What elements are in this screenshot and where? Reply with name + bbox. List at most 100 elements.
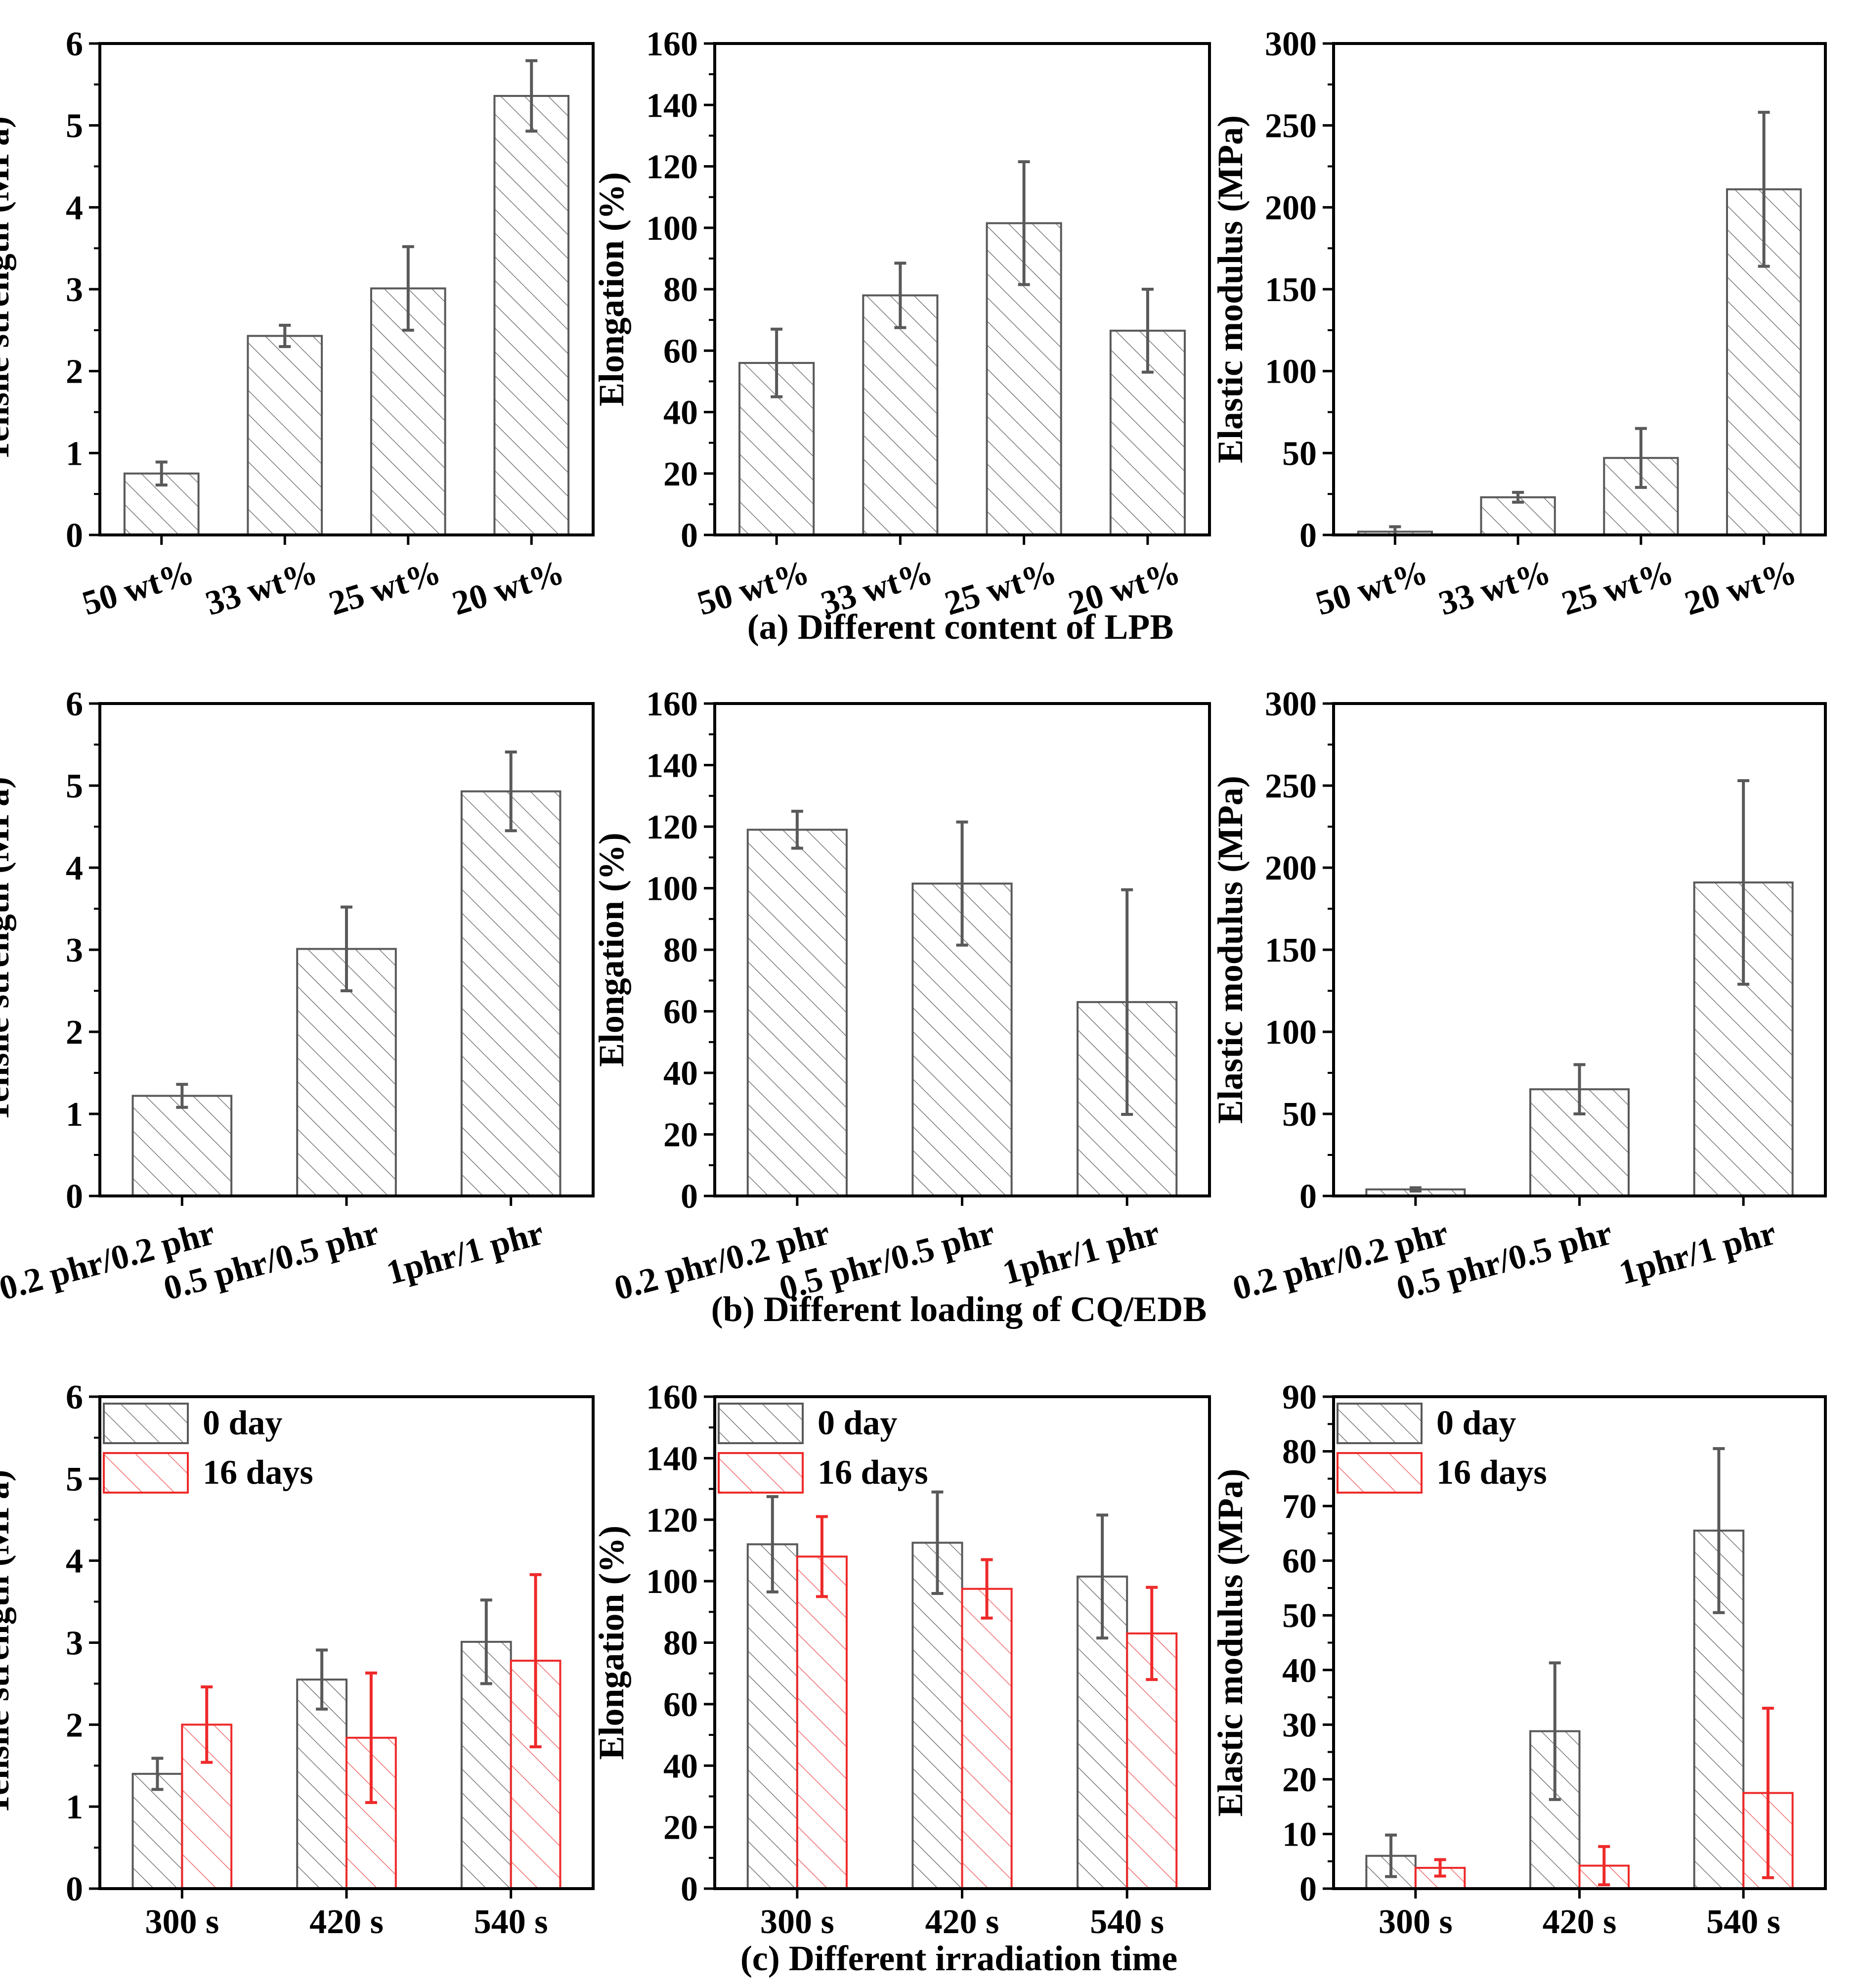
x-tick-label: 300 s xyxy=(145,1903,219,1941)
y-tick-label: 250 xyxy=(1265,767,1317,805)
y-tick-label: 90 xyxy=(1282,1378,1317,1416)
y-tick-label: 2 xyxy=(66,353,83,391)
y-tick-label: 100 xyxy=(1265,353,1317,391)
y-tick-label: 30 xyxy=(1282,1706,1317,1744)
y-tick-label: 50 xyxy=(1282,1096,1317,1134)
y-tick-label: 60 xyxy=(663,332,698,370)
plot-frame xyxy=(1332,702,1827,1197)
bar-value xyxy=(131,1095,233,1197)
caption-b: (b) Different loading of CQ/EDB xyxy=(711,1289,1207,1329)
chart-c3: 0 10 20 30 40 50 60 70 80 90 Elastic modulus (MPa)… xyxy=(1210,1378,1827,1941)
y-tick-label: 80 xyxy=(663,271,698,309)
y-tick-label: 100 xyxy=(646,870,698,908)
y-tick-label: 4 xyxy=(66,189,83,227)
bar-value xyxy=(746,829,848,1197)
y-tick-label: 5 xyxy=(66,107,83,145)
y-tick-label: 3 xyxy=(66,271,83,309)
y-tick-label: 0 xyxy=(1299,1870,1317,1908)
y-tick-label: 200 xyxy=(1265,189,1317,227)
y-tick-label: 4 xyxy=(66,849,83,887)
chart-c2: 0 20 40 60 80 100 120 140 160 Elongation (%) 300 s… xyxy=(592,1378,1211,1941)
y-tick-label: 100 xyxy=(646,1563,698,1601)
y-tick-label: 80 xyxy=(663,1625,698,1663)
x-tick-label: 420 s xyxy=(1543,1903,1617,1941)
y-tick-label: 80 xyxy=(1282,1433,1317,1471)
y-tick-label: 160 xyxy=(646,25,698,63)
x-tick-label: 50 wt% xyxy=(1311,553,1432,623)
x-tick-label: 1phr/1 phr xyxy=(1615,1214,1780,1292)
x-tick-label: 33 wt% xyxy=(201,553,322,623)
x-tick-label: 25 wt% xyxy=(325,553,445,623)
plot-frame xyxy=(1332,1395,1827,1890)
y-tick-label: 0 xyxy=(66,1870,83,1908)
y-tick-label: 6 xyxy=(66,25,83,63)
y-axis-title: Elongation (%) xyxy=(592,172,631,406)
x-tick-label: 20 wt% xyxy=(448,553,568,623)
y-tick-label: 60 xyxy=(1282,1543,1317,1581)
legend-label: 16 days xyxy=(1436,1454,1547,1492)
x-tick-label: 50 wt% xyxy=(78,553,199,623)
legend-label: 0 day xyxy=(818,1404,897,1442)
plot-frame xyxy=(1332,42,1827,536)
y-tick-label: 140 xyxy=(646,747,698,785)
caption-c: (c) Different irradiation time xyxy=(740,1939,1177,1978)
y-tick-label: 60 xyxy=(663,1686,698,1724)
x-tick-label: 25 wt% xyxy=(1557,553,1678,623)
y-tick-label: 0 xyxy=(66,1178,83,1216)
legend-swatch xyxy=(103,1403,189,1444)
y-tick-label: 0 xyxy=(681,517,698,555)
y-tick-label: 100 xyxy=(646,210,698,248)
bar-0-day-value xyxy=(131,1772,183,1890)
y-tick-label: 120 xyxy=(646,1502,698,1540)
y-tick-label: 120 xyxy=(646,808,698,846)
y-tick-label: 40 xyxy=(1282,1652,1317,1690)
chart-a3: 0 50 100 150 200 250 300 Elastic modulus (MPa) 5… xyxy=(1210,25,1827,623)
y-tick-label: 1 xyxy=(66,435,83,473)
y-tick-label: 140 xyxy=(646,1440,698,1478)
y-tick-label: 300 xyxy=(1265,25,1317,63)
legend-label: 16 days xyxy=(818,1454,928,1492)
plot-frame xyxy=(713,702,1211,1197)
y-tick-label: 4 xyxy=(66,1543,83,1581)
y-tick-label: 50 xyxy=(1282,435,1317,473)
y-tick-label: 50 xyxy=(1282,1597,1317,1635)
legend-label: 16 days xyxy=(203,1454,313,1492)
y-tick-label: 1 xyxy=(66,1788,83,1826)
x-tick-label: 420 s xyxy=(309,1903,384,1941)
y-axis-title: Elongation (%) xyxy=(592,1525,631,1760)
legend-label: 0 day xyxy=(1436,1404,1516,1442)
y-axis-title: Elastic modulus (MPa) xyxy=(1210,115,1250,463)
y-axis-title: Elastic modulus (MPa) xyxy=(1210,776,1250,1124)
y-tick-label: 6 xyxy=(66,685,83,723)
legend-label: 0 day xyxy=(203,1404,282,1442)
y-tick-label: 2 xyxy=(66,1014,83,1052)
y-tick-label: 20 xyxy=(663,455,698,493)
y-tick-label: 0 xyxy=(681,1870,698,1908)
y-tick-label: 10 xyxy=(1282,1815,1317,1854)
bar-16-days-value xyxy=(510,1659,562,1890)
y-tick-label: 40 xyxy=(663,1055,698,1093)
y-tick-label: 140 xyxy=(646,87,698,125)
x-tick-label: 33 wt% xyxy=(1434,553,1555,623)
x-tick-label: 300 s xyxy=(760,1903,834,1941)
y-axis-title: Tensile strength (MPa) xyxy=(0,116,16,462)
y-tick-label: 100 xyxy=(1265,1014,1317,1052)
y-tick-label: 40 xyxy=(663,394,698,432)
y-tick-label: 200 xyxy=(1265,849,1317,887)
y-tick-label: 160 xyxy=(646,1378,698,1416)
bar-value xyxy=(862,294,939,536)
plot-frame xyxy=(98,702,595,1197)
x-tick-label: 540 s xyxy=(1706,1903,1780,1941)
y-tick-label: 20 xyxy=(663,1116,698,1154)
chart-c1: 0 1 2 3 4 5 6 Tensile strength (MPa) 300 s 420 s 5… xyxy=(0,1378,595,1941)
y-tick-label: 60 xyxy=(663,993,698,1031)
x-tick-label: 20 wt% xyxy=(1681,553,1801,623)
y-tick-label: 2 xyxy=(66,1706,83,1744)
y-tick-label: 5 xyxy=(66,1460,83,1499)
x-tick-label: 540 s xyxy=(474,1903,548,1941)
